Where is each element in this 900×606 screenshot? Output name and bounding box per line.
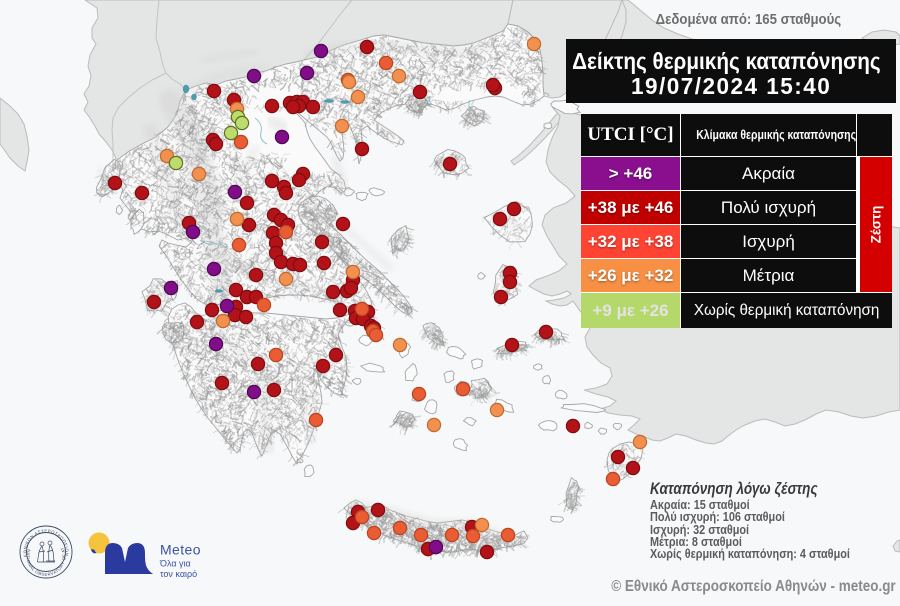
svg-text:Meteo: Meteo — [160, 542, 201, 558]
svg-text:Όλα για: Όλα για — [159, 559, 191, 569]
svg-text:τον καιρό: τον καιρό — [160, 569, 197, 579]
